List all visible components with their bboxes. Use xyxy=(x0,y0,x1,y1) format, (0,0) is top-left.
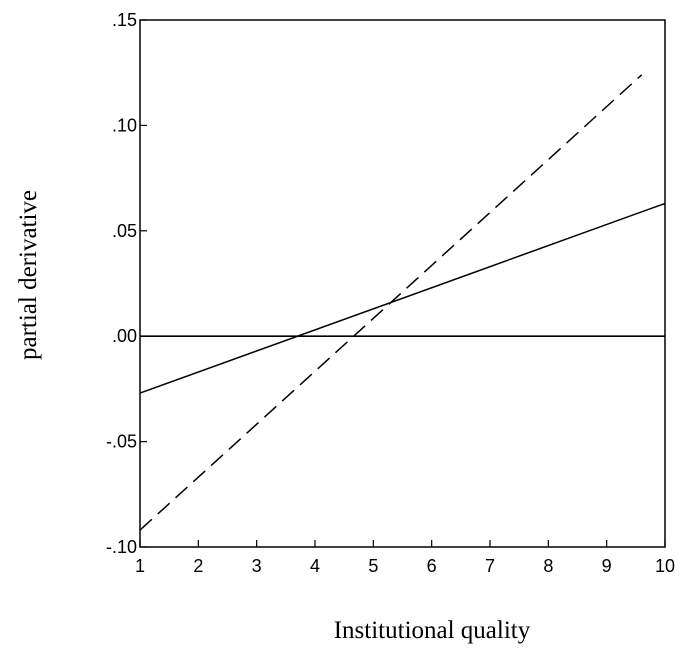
x-tick-label: 10 xyxy=(655,556,675,576)
x-tick-label: 7 xyxy=(485,556,495,576)
y-tick-label: .10 xyxy=(112,115,137,135)
y-tick-label: .15 xyxy=(112,10,137,30)
x-tick-label: 2 xyxy=(193,556,203,576)
x-axis-ticks: 1 2 3 4 5 6 7 8 9 10 xyxy=(135,540,675,576)
y-tick-label: .00 xyxy=(112,326,137,346)
x-tick-label: 1 xyxy=(135,556,145,576)
y-tick-label: -.10 xyxy=(106,537,137,557)
x-tick-label: 8 xyxy=(543,556,553,576)
solid-series-line xyxy=(139,202,666,394)
x-tick-label: 5 xyxy=(368,556,378,576)
x-tick-label: 6 xyxy=(427,556,437,576)
y-axis-ticks: .15 .10 .05 .00 -.05 -.10 xyxy=(106,10,147,557)
dashed-series-line xyxy=(139,74,643,531)
x-tick-label: 4 xyxy=(310,556,320,576)
x-tick-label: 9 xyxy=(602,556,612,576)
x-axis-title: Institutional quality xyxy=(334,617,531,644)
y-tick-label: .05 xyxy=(112,221,137,241)
y-tick-label: -.05 xyxy=(106,432,137,452)
y-axis-title: partial derivative xyxy=(15,190,42,360)
series-layer xyxy=(139,74,666,531)
x-tick-label: 3 xyxy=(252,556,262,576)
plot-frame xyxy=(139,19,666,548)
